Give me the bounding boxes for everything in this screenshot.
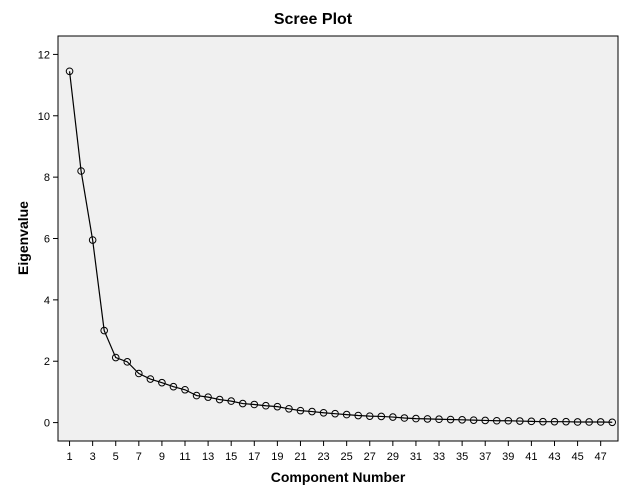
x-tick-label: 29 xyxy=(387,451,399,463)
data-point xyxy=(608,418,617,427)
plot-area xyxy=(57,35,619,442)
data-point xyxy=(262,401,270,410)
x-tick-label: 45 xyxy=(571,451,583,463)
data-point xyxy=(192,391,201,400)
x-tick-label: 7 xyxy=(136,451,142,463)
data-point xyxy=(446,415,455,424)
x-tick-label: 39 xyxy=(502,451,514,463)
data-point xyxy=(458,416,466,424)
x-tick-label: 11 xyxy=(179,451,190,463)
y-tick-label: 0 xyxy=(44,418,50,430)
data-point xyxy=(596,418,605,426)
data-point xyxy=(562,417,570,426)
data-point xyxy=(539,417,547,426)
data-point xyxy=(516,417,524,425)
data-point xyxy=(504,416,513,425)
x-tick-label: 17 xyxy=(248,451,260,463)
chart-title: Scree Plot xyxy=(273,11,353,28)
y-axis-label: Eigenvalue xyxy=(15,201,31,275)
data-point xyxy=(100,326,108,335)
data-point xyxy=(365,412,374,420)
x-tick-label: 5 xyxy=(113,451,119,463)
data-point xyxy=(527,417,536,426)
y-tick-label: 12 xyxy=(38,49,50,61)
data-point xyxy=(550,417,559,426)
x-tick-label: 47 xyxy=(595,451,607,463)
data-point xyxy=(65,67,74,76)
data-point xyxy=(285,404,293,413)
data-point xyxy=(204,393,212,401)
x-tick-label: 35 xyxy=(456,451,468,463)
data-point xyxy=(238,399,247,408)
data-point xyxy=(342,410,351,419)
data-point xyxy=(389,413,397,421)
x-tick-label: 3 xyxy=(90,451,96,463)
data-point xyxy=(135,369,143,378)
data-point xyxy=(492,416,501,425)
data-point xyxy=(227,397,235,405)
series-line xyxy=(68,71,613,423)
data-point xyxy=(77,167,85,175)
x-tick-label: 13 xyxy=(202,451,214,463)
data-point xyxy=(123,358,132,366)
x-tick-label: 15 xyxy=(225,451,237,463)
data-point xyxy=(585,418,593,426)
data-point xyxy=(146,375,155,383)
data-point xyxy=(158,378,166,387)
data-point xyxy=(181,385,189,394)
x-tick-label: 23 xyxy=(317,451,329,463)
x-tick-label: 9 xyxy=(159,451,165,463)
data-point xyxy=(377,412,386,421)
x-tick-label: 33 xyxy=(433,451,445,463)
x-tick-label: 27 xyxy=(364,451,376,463)
data-point xyxy=(215,395,224,404)
data-point xyxy=(481,416,490,425)
data-point xyxy=(319,408,328,417)
data-point xyxy=(169,382,178,391)
data-point xyxy=(273,402,282,411)
x-tick-label: 19 xyxy=(271,451,283,463)
y-tick-label: 10 xyxy=(38,111,50,123)
data-point xyxy=(412,414,420,423)
data-point xyxy=(111,353,120,362)
data-point xyxy=(296,406,305,415)
data-point xyxy=(308,407,316,416)
x-tick-label: 43 xyxy=(548,451,560,463)
x-tick-label: 31 xyxy=(410,451,422,463)
data-point xyxy=(354,411,363,420)
data-point xyxy=(573,418,582,426)
x-tick-label: 25 xyxy=(341,451,353,463)
data-point xyxy=(435,415,443,424)
y-tick-label: 8 xyxy=(44,172,50,184)
data-point xyxy=(400,414,409,422)
x-tick-label: 41 xyxy=(525,451,537,463)
data-point xyxy=(469,416,478,424)
y-tick-label: 4 xyxy=(44,295,50,307)
data-point xyxy=(250,400,259,409)
data-point xyxy=(423,415,432,423)
x-tick-label: 1 xyxy=(66,451,72,463)
x-tick-label: 37 xyxy=(479,451,491,463)
x-tick-label: 21 xyxy=(294,451,306,463)
data-point xyxy=(331,409,339,418)
data-point xyxy=(88,236,97,244)
y-tick-label: 6 xyxy=(44,234,50,246)
x-axis-label: Component Number xyxy=(270,469,406,485)
y-tick-label: 2 xyxy=(44,356,50,368)
